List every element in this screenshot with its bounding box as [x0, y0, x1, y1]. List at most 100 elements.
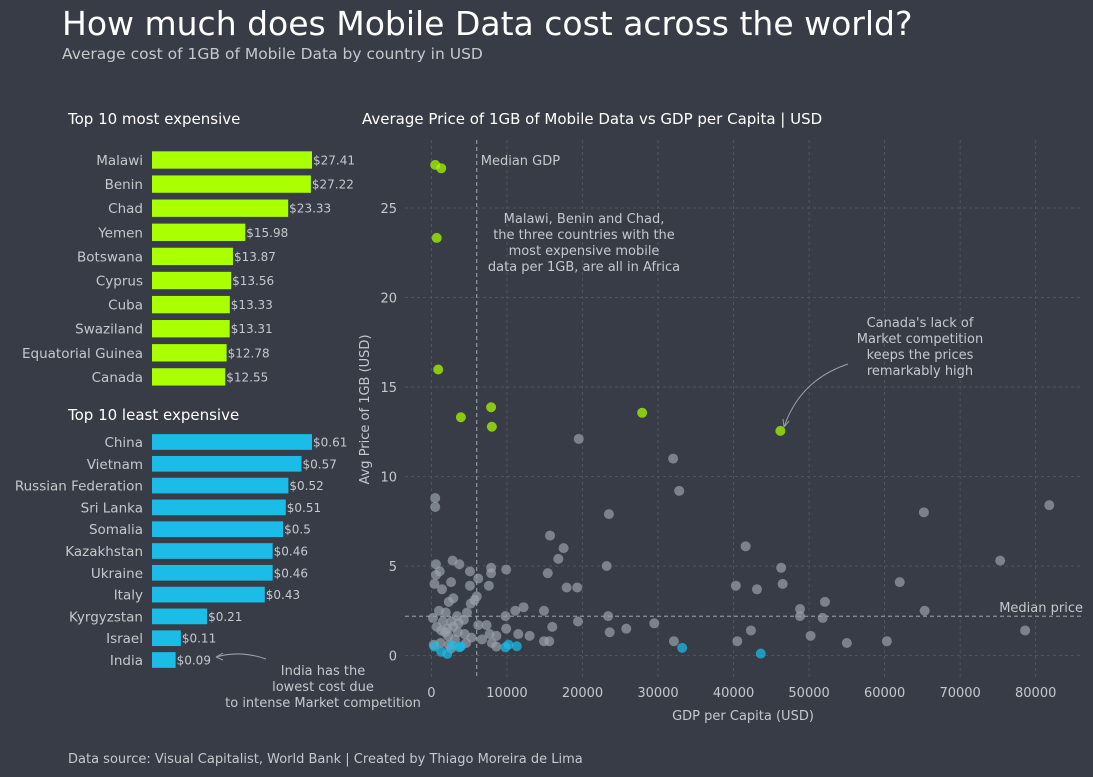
scatter-point-least-expensive	[755, 648, 766, 659]
canada-annotation: Market competition	[857, 332, 983, 347]
y-tick-label: 25	[380, 202, 397, 217]
y-axis-label: Avg Price of 1GB (USD)	[358, 334, 373, 484]
scatter-point-other-countries	[437, 616, 448, 627]
scatter-point-other-countries	[437, 584, 448, 595]
scatter-chart-title: Average Price of 1GB of Mobile Data vs G…	[362, 110, 823, 128]
x-tick-label: 20000	[562, 686, 603, 701]
x-tick-label: 10000	[486, 686, 527, 701]
scatter-point-least-expensive	[446, 640, 457, 651]
africa-annotation: data per 1GB, are all in Africa	[488, 260, 680, 275]
bar-value-label: $0.57	[303, 457, 337, 471]
scatter-point-other-countries	[603, 509, 614, 520]
scatter-point-other-countries	[732, 636, 743, 647]
scatter-point-other-countries	[572, 582, 583, 593]
bar-value-label: $13.56	[232, 274, 274, 288]
bar-value-label: $0.11	[182, 632, 216, 646]
x-tick-label: 0	[427, 686, 435, 701]
scatter-point-other-countries	[995, 555, 1006, 566]
bar-value-label: $12.78	[228, 346, 270, 360]
scatter-point-other-countries	[491, 630, 502, 641]
scatter-point-least-expensive	[511, 641, 522, 652]
bar-category-label: Benin	[105, 177, 143, 193]
bar-value-label: $12.55	[226, 370, 268, 384]
scatter-point-other-countries	[518, 602, 529, 613]
scatter-point-other-countries	[805, 630, 816, 641]
scatter-point-other-countries	[510, 605, 521, 616]
median-gdp-label: Median GDP	[481, 154, 560, 169]
scatter-point-other-countries	[777, 578, 788, 589]
scatter-point-other-countries	[461, 607, 472, 618]
scatter-point-other-countries	[621, 623, 632, 634]
scatter-point-other-countries	[430, 501, 441, 512]
scatter-point-other-countries	[547, 621, 558, 632]
scatter-point-other-countries	[524, 630, 535, 641]
scatter-point-other-countries	[740, 541, 751, 552]
y-tick-label: 0	[389, 650, 397, 665]
bar-category-label: Sri Lanka	[81, 500, 143, 516]
scatter-point-other-countries	[538, 605, 549, 616]
bar-expensive-3	[152, 223, 246, 241]
scatter-point-most-expensive	[436, 163, 447, 174]
scatter-point-most-expensive	[486, 402, 497, 413]
india-arrowhead	[215, 652, 224, 661]
bar-value-label: $0.46	[274, 545, 308, 559]
page-title: How much does Mobile Data cost across th…	[62, 4, 913, 43]
bar-category-label: Yemen	[97, 225, 143, 241]
bar-value-label: $0.46	[274, 566, 308, 580]
bar-category-label: Kazakhstan	[65, 544, 143, 560]
x-tick-label: 60000	[864, 686, 905, 701]
y-tick-label: 20	[380, 292, 397, 307]
bar-value-label: $0.52	[289, 479, 323, 493]
scatter-point-other-countries	[776, 562, 787, 573]
scatter-point-most-expensive	[455, 412, 466, 423]
scatter-point-other-countries	[573, 433, 584, 444]
bar-category-label: Chad	[108, 201, 143, 217]
scatter-point-other-countries	[542, 568, 553, 579]
x-tick-label: 30000	[637, 686, 678, 701]
canada-annotation: Canada's lack of	[867, 316, 974, 331]
scatter-point-least-expensive	[454, 642, 465, 653]
scatter-point-other-countries	[819, 596, 830, 607]
scatter-point-other-countries	[881, 636, 892, 647]
bar-expensive-8	[152, 344, 227, 362]
bar-cheap-7	[152, 586, 265, 603]
scatter-point-other-countries	[745, 625, 756, 636]
scatter-point-other-countries	[477, 634, 488, 645]
bar-cheap-2	[152, 477, 289, 494]
bar-category-label: Cuba	[108, 298, 143, 314]
bar-category-label: Kyrgyzstan	[69, 609, 143, 625]
bar-category-label: Cyprus	[96, 274, 143, 290]
scatter-point-other-countries	[751, 584, 762, 595]
scatter-point-most-expensive	[431, 232, 442, 243]
scatter-point-other-countries	[919, 605, 930, 616]
india-annotation-arrow	[215, 653, 267, 660]
bar-cheap-0	[152, 434, 312, 450]
bar-category-label: China	[104, 435, 143, 451]
bar-category-label: Russian Federation	[15, 479, 143, 495]
bar-value-label: $23.33	[289, 202, 331, 216]
page-subtitle: Average cost of 1GB of Mobile Data by co…	[62, 45, 483, 63]
bar-value-label: $27.41	[313, 154, 355, 168]
canada-annotation-arrow	[783, 363, 849, 428]
x-tick-label: 70000	[939, 686, 980, 701]
bar-expensive-1	[152, 175, 311, 193]
bar-cheap-10	[152, 652, 176, 668]
y-tick-label: 10	[380, 471, 397, 486]
expensive-chart-title: Top 10 most expensive	[68, 110, 241, 128]
scatter-point-other-countries	[841, 637, 852, 648]
bar-cheap-3	[152, 499, 286, 516]
bar-cheap-4	[152, 521, 284, 538]
scatter-point-other-countries	[572, 616, 583, 627]
bar-category-label: Equatorial Guinea	[22, 346, 143, 362]
scatter-point-most-expensive	[433, 364, 444, 375]
scatter-point-other-countries	[674, 485, 685, 496]
bar-value-label: $13.31	[231, 322, 273, 336]
bar-category-label: Malawi	[96, 153, 143, 169]
scatter-point-other-countries	[553, 553, 564, 564]
india-annotation: India has the	[281, 664, 365, 679]
x-tick-label: 50000	[788, 686, 829, 701]
scatter-point-other-countries	[434, 566, 445, 577]
scatter-point-other-countries	[501, 623, 512, 634]
scatter-point-other-countries	[730, 580, 741, 591]
scatter-point-other-countries	[486, 568, 497, 579]
